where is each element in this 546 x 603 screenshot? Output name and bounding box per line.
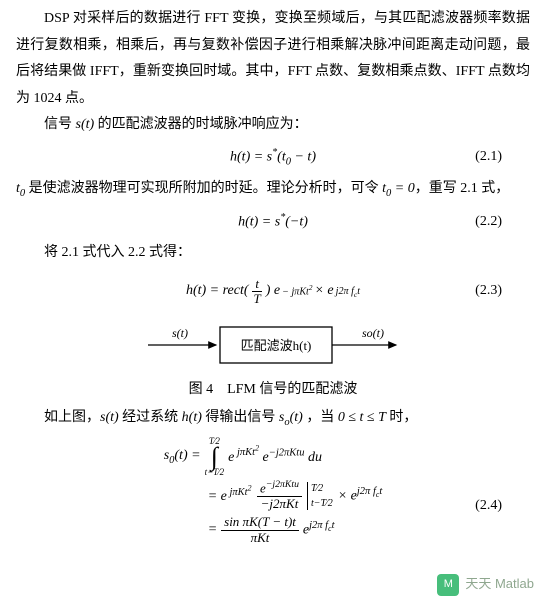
intro-paragraph: DSP 对采样后的数据进行 FFT 变换，变换至频域后，与其匹配滤波器频率数据进…: [16, 6, 530, 112]
text: ，重写 2.1 式，: [415, 181, 510, 196]
eq-body: h(t) = s*(t0 − t): [230, 143, 316, 172]
watermark-text: 天天 Matlab: [465, 572, 534, 597]
output-paragraph: 如上图，s(t) 经过系统 h(t) 得输出信号 so(t) ，当 0 ≤ t …: [16, 405, 530, 433]
eq-body: h(t) = s*(−t): [238, 208, 308, 236]
inline-eq: s(t): [76, 117, 95, 132]
figure-caption: 图 4 LFM 信号的匹配滤波: [16, 377, 530, 404]
inline-eq: so(t): [279, 410, 303, 425]
inline-eq: t0 = 0: [382, 181, 415, 196]
text: ，当: [303, 410, 338, 425]
diagram-svg: s(t) 匹配滤波h(t) so(t): [138, 317, 408, 373]
watermark-icon: M: [437, 574, 459, 596]
eq-number: (2.4): [475, 493, 502, 520]
text: 如上图，: [44, 410, 100, 425]
inline-eq: t0: [16, 181, 25, 196]
equation-2-1: h(t) = s*(t0 − t) (2.1): [16, 143, 530, 172]
substitution-paragraph: 将 2.1 式代入 2.2 式得：: [16, 240, 530, 267]
eq-body: h(t) = rect(tT) e− jπKt2 × ej2π fct: [186, 277, 360, 307]
eq-number: (2.2): [475, 209, 502, 236]
eq-body: s0(t) = T⁄2 ∫ t−T⁄2 e jπKt2 e−j2πKtu du …: [164, 437, 383, 545]
equation-2-4: s0(t) = T⁄2 ∫ t−T⁄2 e jπKt2 e−j2πKtu du …: [16, 437, 530, 545]
text: 得输出信号: [202, 410, 279, 425]
eq-number: (2.1): [475, 144, 502, 171]
signal-intro: 信号 s(t) 的匹配滤波器的时域脉冲响应为：: [16, 112, 530, 139]
equation-2-3: h(t) = rect(tT) e− jπKt2 × ej2π fct (2.3…: [16, 277, 530, 307]
eq-number: (2.3): [475, 278, 502, 305]
diagram-input-label: s(t): [172, 326, 188, 340]
text: 是使滤波器物理可实现所附加的时延。理论分析时，可令: [25, 181, 382, 196]
matched-filter-diagram: s(t) 匹配滤波h(t) so(t): [16, 317, 530, 373]
diagram-output-label: so(t): [362, 326, 384, 340]
watermark: M 天天 Matlab: [437, 572, 534, 597]
inline-eq: h(t): [182, 410, 202, 425]
inline-eq: s(t): [100, 410, 119, 425]
inline-eq: 0 ≤ t ≤ T: [338, 410, 386, 425]
equation-2-2: h(t) = s*(−t) (2.2): [16, 208, 530, 236]
t0-delay-paragraph: t0 是使滤波器物理可实现所附加的时延。理论分析时，可令 t0 = 0，重写 2…: [16, 176, 530, 204]
diagram-box-label: 匹配滤波h(t): [241, 338, 312, 353]
text: 经过系统: [119, 410, 182, 425]
text: 时，: [386, 410, 418, 425]
text: 信号: [44, 117, 76, 132]
text: 的匹配滤波器的时域脉冲响应为：: [94, 117, 308, 132]
